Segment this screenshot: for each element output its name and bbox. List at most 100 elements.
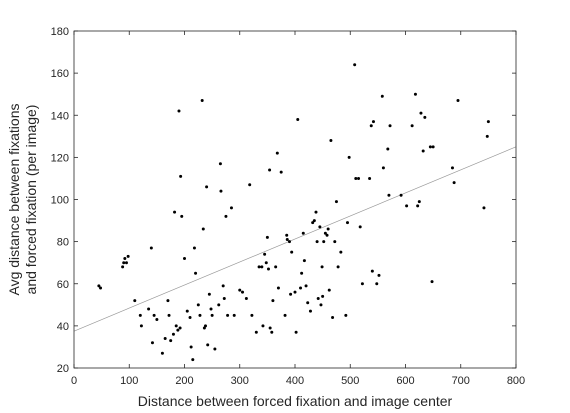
data-point xyxy=(388,124,392,128)
data-point xyxy=(353,63,357,67)
x-tick-label: 400 xyxy=(286,375,304,387)
data-point xyxy=(299,286,303,290)
data-point xyxy=(275,151,279,155)
data-point xyxy=(430,280,434,284)
x-axis-ticks: 0 100 200 300 400 500 600 700 800 xyxy=(71,31,525,387)
data-point xyxy=(149,246,153,250)
data-point xyxy=(169,339,173,343)
data-point xyxy=(191,358,195,362)
data-point xyxy=(138,313,142,317)
y-tick-label: 160 xyxy=(51,68,69,80)
x-tick-label: 500 xyxy=(341,375,359,387)
x-tick-label: 200 xyxy=(175,375,193,387)
data-point xyxy=(322,240,326,244)
data-point xyxy=(360,282,364,286)
data-point xyxy=(381,166,385,170)
data-point xyxy=(177,109,181,113)
data-point xyxy=(124,261,128,265)
data-point xyxy=(276,286,280,290)
data-point xyxy=(183,256,186,260)
data-point xyxy=(200,99,204,103)
x-tick-label: 300 xyxy=(231,375,249,387)
data-point xyxy=(192,246,196,250)
data-point xyxy=(270,330,274,334)
y-tick-label: 20 xyxy=(57,363,69,375)
data-point xyxy=(133,299,137,303)
data-point xyxy=(315,240,319,244)
data-point xyxy=(121,265,125,269)
y-tick-label: 40 xyxy=(57,321,69,333)
data-point xyxy=(271,299,275,303)
y-tick-label: 80 xyxy=(57,237,69,249)
data-point xyxy=(163,337,167,341)
data-point xyxy=(218,162,222,166)
data-point xyxy=(174,324,178,328)
data-point xyxy=(318,225,322,229)
data-point xyxy=(416,204,420,208)
data-point xyxy=(300,271,304,275)
data-point xyxy=(147,307,151,311)
data-point xyxy=(265,235,269,239)
data-point xyxy=(289,292,293,296)
data-point xyxy=(178,326,182,330)
y-axis-label: Avg distance between fixations and force… xyxy=(6,104,39,296)
data-point xyxy=(357,176,361,180)
y-tick-label: 180 xyxy=(51,26,69,38)
data-point xyxy=(221,284,225,288)
data-point xyxy=(261,324,265,328)
data-point xyxy=(189,345,193,349)
data-point xyxy=(380,94,384,98)
data-point xyxy=(198,313,202,317)
data-point xyxy=(171,332,175,336)
y-axis-label-line-2: and forced fixation (per image) xyxy=(23,105,39,295)
data-point xyxy=(209,307,213,311)
data-point xyxy=(250,313,254,317)
y-tick-label: 120 xyxy=(51,152,69,164)
data-point xyxy=(122,261,126,265)
data-point xyxy=(311,221,315,225)
data-point xyxy=(155,318,159,322)
data-point xyxy=(368,176,372,180)
data-point xyxy=(285,238,289,242)
data-point xyxy=(238,288,242,292)
data-point xyxy=(345,221,349,225)
data-point xyxy=(188,315,192,319)
data-point xyxy=(375,282,379,286)
data-point xyxy=(344,313,348,317)
y-tick-label: 140 xyxy=(51,110,69,122)
data-point xyxy=(210,313,214,317)
data-point xyxy=(369,124,373,128)
x-tick-label: 0 xyxy=(71,375,77,387)
x-tick-label: 100 xyxy=(120,375,138,387)
data-point xyxy=(413,92,417,96)
data-point xyxy=(268,168,272,172)
data-point xyxy=(203,324,207,328)
data-point xyxy=(387,193,391,197)
data-point xyxy=(97,284,101,288)
data-point xyxy=(206,343,210,347)
data-point xyxy=(431,145,435,149)
plot-area xyxy=(74,31,516,368)
data-point xyxy=(333,240,337,244)
fit-line xyxy=(73,146,517,332)
data-point xyxy=(399,193,403,197)
data-point xyxy=(450,166,454,170)
data-point xyxy=(452,181,456,185)
data-point xyxy=(339,250,343,254)
data-point xyxy=(266,267,270,271)
x-tick-label: 800 xyxy=(507,375,525,387)
data-point xyxy=(268,326,272,330)
data-point xyxy=(405,204,409,208)
data-point xyxy=(226,313,230,317)
data-point xyxy=(419,111,423,115)
data-point xyxy=(312,219,316,223)
data-point xyxy=(224,214,228,218)
data-point xyxy=(229,206,233,210)
data-point xyxy=(160,351,164,355)
data-point xyxy=(205,185,209,189)
data-point xyxy=(232,313,236,317)
y-axis-ticks: 20 40 60 80 100 120 140 160 180 xyxy=(51,26,516,375)
data-point xyxy=(248,183,252,187)
data-point xyxy=(294,330,298,334)
